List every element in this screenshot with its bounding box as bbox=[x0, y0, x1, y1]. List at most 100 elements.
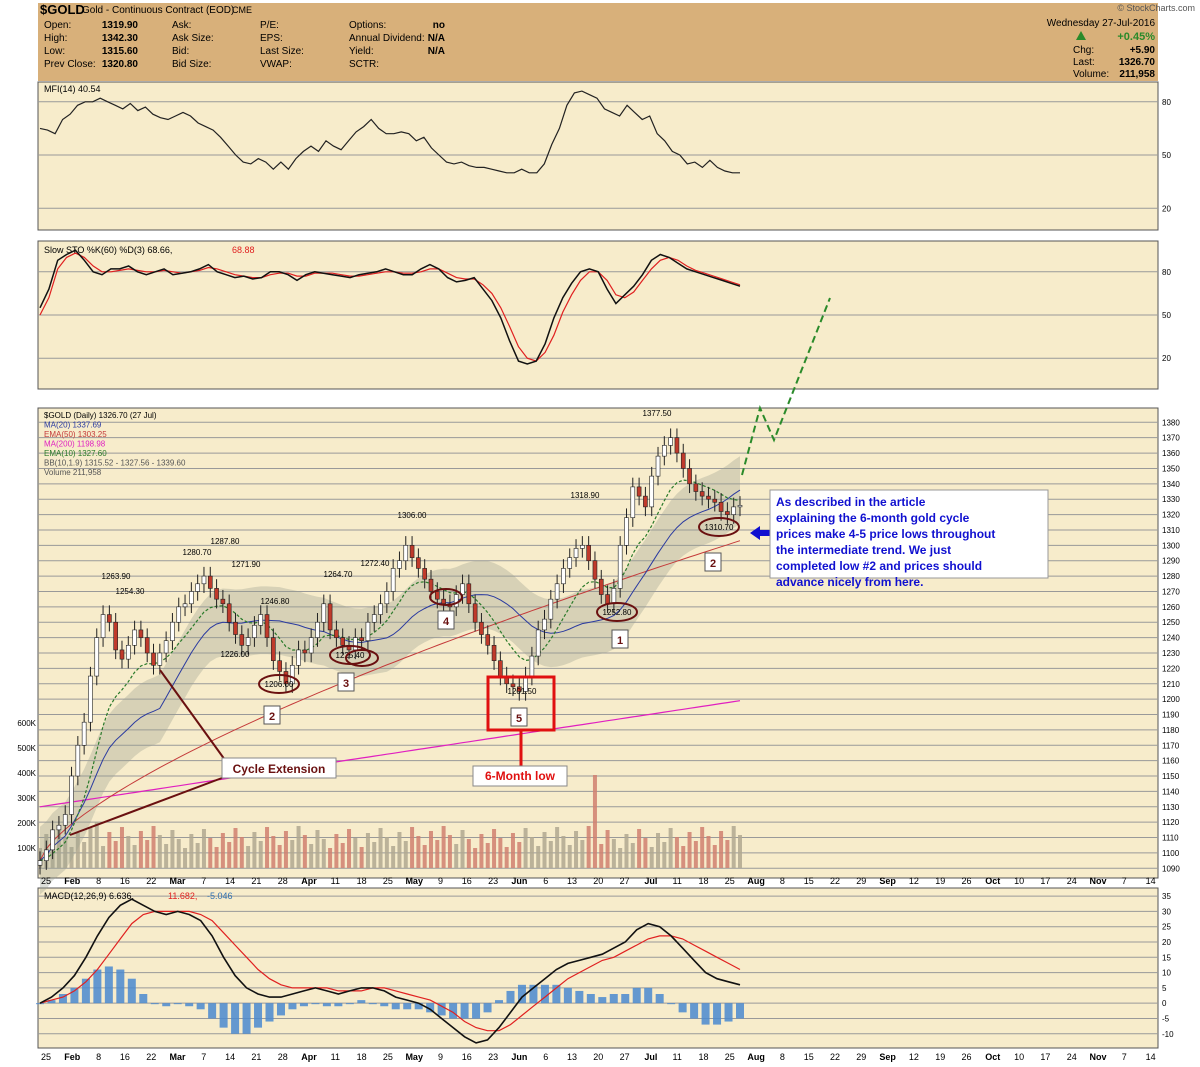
mfi-layer: 20 50 80 MFI(14) 40.54 bbox=[38, 84, 1171, 213]
volume-bar bbox=[403, 841, 408, 868]
x-tick-label: 24 bbox=[1067, 876, 1077, 886]
candle-body bbox=[252, 625, 257, 638]
y-tick-label: 1270 bbox=[1162, 587, 1180, 596]
y-tick-label: 1350 bbox=[1162, 464, 1180, 473]
candle-body bbox=[529, 655, 535, 677]
ema10-line bbox=[39, 479, 741, 862]
price-legend-item: EMA(10) 1327.60 bbox=[44, 449, 107, 458]
ma200-line bbox=[39, 700, 741, 808]
candle-body bbox=[680, 452, 686, 469]
candle-body bbox=[56, 824, 62, 831]
sto-k-line bbox=[39, 249, 741, 365]
price-layer: 1090110011101120113011401150116011701180… bbox=[17, 411, 1180, 895]
candle-body bbox=[630, 486, 636, 518]
candle-body bbox=[214, 588, 219, 600]
note-text-line: As described in the article bbox=[776, 495, 926, 509]
note-text-line: completed low #2 and prices should bbox=[776, 559, 982, 573]
candle-body bbox=[662, 445, 667, 457]
candle-body bbox=[485, 634, 491, 646]
candle-body bbox=[201, 575, 207, 585]
macd-legend: MACD(12,26,9) 6.636, bbox=[44, 891, 134, 901]
volume-bar bbox=[712, 845, 717, 868]
price-label: 1271.90 bbox=[232, 560, 261, 569]
volume-bar bbox=[82, 842, 87, 868]
macd-line bbox=[39, 898, 741, 1044]
macd-histogram-bar bbox=[403, 1003, 412, 1010]
candle-body bbox=[277, 660, 282, 672]
volume-bar bbox=[555, 827, 560, 868]
volume-bar bbox=[372, 842, 377, 868]
candle-body bbox=[712, 498, 718, 503]
macd-panel bbox=[37, 887, 1159, 1049]
x-tick-label: 16 bbox=[462, 876, 472, 886]
volume-tick-label: 200K bbox=[17, 819, 36, 828]
macd-histogram-bar bbox=[575, 990, 584, 1004]
macd-legend-hist: -5.046 bbox=[207, 891, 233, 901]
volume-bar bbox=[706, 836, 711, 868]
x-tick-label: 25 bbox=[41, 876, 51, 886]
volume-bar bbox=[334, 834, 339, 868]
chart-symbol: $GOLD bbox=[40, 2, 85, 17]
x-tick-label: Aug bbox=[747, 1052, 765, 1062]
price-panel bbox=[37, 407, 1159, 879]
price-label: 1206.00 bbox=[265, 680, 294, 689]
candle-body bbox=[302, 649, 308, 654]
macd-histogram-bar bbox=[667, 1003, 676, 1005]
volume-bar bbox=[302, 835, 307, 868]
volume-bar bbox=[492, 829, 497, 868]
x-tick-label: 27 bbox=[620, 1052, 630, 1062]
candle-body bbox=[737, 505, 743, 508]
volume-bar bbox=[618, 848, 623, 868]
volume-bar bbox=[233, 828, 238, 868]
cycle-extension-box bbox=[221, 757, 337, 779]
x-tick-label: Sep bbox=[879, 876, 896, 886]
macd-histogram-bar bbox=[586, 994, 595, 1004]
macd-histogram-bar bbox=[93, 969, 102, 1004]
volume-bar bbox=[397, 832, 402, 868]
y-tick-label: 20 bbox=[1162, 204, 1171, 213]
macd-histogram-bar bbox=[655, 994, 664, 1004]
volume-bar bbox=[586, 826, 591, 868]
candle-body bbox=[580, 545, 585, 549]
candle-body bbox=[624, 517, 629, 546]
volume-bar bbox=[296, 826, 301, 868]
volume-bar bbox=[107, 832, 112, 868]
candle-body bbox=[693, 483, 699, 492]
volume-bar bbox=[681, 846, 686, 868]
x-tick-label: 22 bbox=[830, 1052, 840, 1062]
candle-body bbox=[668, 437, 673, 446]
macd-histogram-bar bbox=[276, 1003, 285, 1016]
candle-body bbox=[466, 583, 472, 605]
volume-bar bbox=[283, 831, 288, 868]
header-field-value: +5.90 bbox=[1130, 45, 1156, 56]
y-tick-label: 1320 bbox=[1162, 511, 1180, 520]
price-label: 1272.40 bbox=[361, 559, 390, 568]
volume-bar bbox=[353, 838, 358, 868]
header-fields: Open: 1319.90 High: 1342.30 Low: 1315.60 Prev … bbox=[44, 18, 1155, 80]
x-tick-label: 28 bbox=[278, 1052, 288, 1062]
candle-body bbox=[271, 637, 276, 661]
macd-histogram-bar bbox=[391, 1003, 400, 1010]
volume-tick-label: 300K bbox=[17, 794, 36, 803]
candle-body bbox=[472, 603, 478, 623]
cycle-number-box bbox=[437, 610, 455, 630]
x-tick-label: 16 bbox=[120, 876, 130, 886]
y-tick-label: 50 bbox=[1162, 311, 1171, 320]
x-tick-label: 8 bbox=[96, 876, 101, 886]
sto-legend-d: 68.88 bbox=[232, 245, 255, 255]
header-field-value: 211,958 bbox=[1119, 69, 1155, 80]
macd-histogram-bar bbox=[127, 978, 136, 1004]
header-field-value: 1315.60 bbox=[102, 46, 139, 57]
candle-body bbox=[365, 621, 371, 641]
candle-body bbox=[125, 645, 131, 660]
x-tick-label: 19 bbox=[935, 1052, 945, 1062]
candle-body bbox=[327, 603, 333, 631]
macd-histogram-bar bbox=[529, 984, 538, 1004]
price-label: 1264.70 bbox=[324, 570, 353, 579]
volume-bar bbox=[183, 848, 188, 868]
volume-bar bbox=[605, 830, 610, 868]
candle-body bbox=[498, 660, 503, 677]
volume-bar bbox=[290, 840, 295, 868]
candle-body bbox=[94, 637, 100, 677]
mfi-legend: MFI(14) 40.54 bbox=[44, 84, 101, 94]
